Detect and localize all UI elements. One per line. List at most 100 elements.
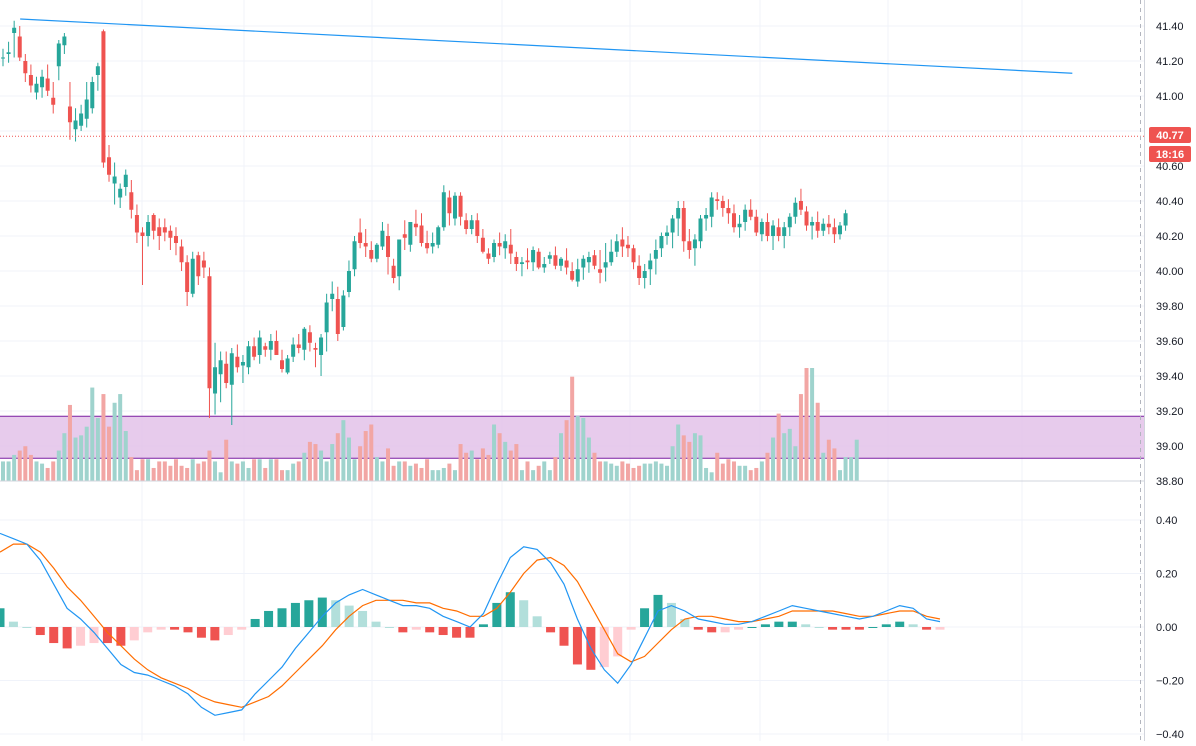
macd-histogram-bar — [895, 621, 905, 627]
volume-bar — [676, 424, 681, 481]
macd-histogram-bar — [452, 627, 462, 638]
volume-bar — [51, 461, 56, 481]
volume-bar — [90, 387, 95, 481]
candle-body — [296, 344, 301, 348]
candle-body — [436, 227, 441, 245]
candle-body — [430, 243, 435, 247]
volume-bar — [854, 439, 859, 481]
candle-body — [754, 216, 759, 233]
macd-histogram-bar — [505, 592, 515, 627]
candle-body — [252, 346, 257, 357]
candle-body — [776, 227, 781, 236]
volume-bar — [514, 444, 519, 481]
volume-bar — [134, 470, 139, 481]
volume-bar — [358, 446, 363, 481]
candle-body — [458, 195, 463, 217]
volume-bar — [291, 463, 296, 481]
volume-bar — [759, 461, 764, 481]
macd-histogram-bar — [881, 624, 891, 627]
macd-line — [0, 532, 941, 716]
candle-body — [190, 258, 195, 294]
last-price-badge — [1149, 127, 1191, 143]
candle-body — [302, 328, 307, 350]
macd-axis-labels[interactable]: 0.40 0.20 0.00 −0.20 −0.40 — [1156, 515, 1184, 741]
volume-bar — [581, 417, 586, 481]
candle-body — [140, 232, 145, 236]
volume-bar — [229, 461, 234, 481]
candle-body — [570, 271, 575, 280]
candle-body — [185, 262, 190, 292]
macd-histogram-bar — [317, 597, 327, 627]
volume-bar — [737, 465, 742, 481]
trendline[interactable] — [20, 18, 1073, 74]
macd-histogram-bar — [411, 627, 421, 630]
macd-histogram-bar — [398, 627, 408, 633]
volume-bar — [447, 463, 452, 481]
volume-bar — [782, 433, 787, 481]
candle-body — [826, 223, 831, 228]
candle-body — [257, 337, 262, 355]
volume-bar — [486, 454, 491, 481]
volume-bar — [101, 394, 106, 481]
volume-bar — [771, 437, 776, 481]
volume-bar — [620, 461, 625, 481]
volume-bar — [146, 459, 151, 481]
volume-bar — [609, 463, 614, 481]
trendline-segment — [20, 18, 1073, 74]
volume-bar — [268, 459, 273, 481]
candle-body — [787, 216, 792, 228]
volume-bar — [341, 420, 346, 481]
candle-body — [56, 43, 61, 67]
volume-bar — [659, 463, 664, 481]
candle-body — [6, 52, 11, 54]
volume-bar — [480, 448, 485, 481]
volume-bar — [653, 461, 658, 481]
macd-histogram-bar — [384, 627, 394, 628]
macd-tick-label: 0.40 — [1156, 515, 1177, 527]
macd-histogram-bar — [358, 610, 368, 627]
volume-bar — [363, 431, 368, 481]
candle-body — [692, 239, 697, 249]
candle-body — [224, 363, 229, 383]
volume-bar — [815, 402, 820, 481]
volume-bar — [715, 452, 720, 481]
volume-bar — [687, 441, 692, 481]
macd-histogram-bar — [640, 608, 650, 627]
macd-histogram-bar — [760, 624, 770, 627]
candle-body — [419, 225, 424, 243]
candle-body — [40, 76, 45, 88]
grid-lines — [0, 0, 1144, 741]
candle-body — [514, 257, 519, 264]
price-axis-labels[interactable]: 41.4041.2041.0040.8040.6040.4040.2040.00… — [1156, 21, 1184, 488]
candle-body — [397, 239, 402, 277]
price-tick-label: 40.00 — [1156, 266, 1184, 278]
macd-histogram-bar — [129, 627, 139, 641]
price-tick-label: 41.40 — [1156, 21, 1184, 33]
candle-body — [681, 208, 686, 242]
candle-body — [335, 299, 340, 334]
candle-body — [765, 222, 770, 236]
macd-histogram-bar — [49, 627, 59, 644]
candle-body — [62, 36, 67, 46]
macd-histogram-bar — [747, 627, 757, 628]
candle-body — [441, 192, 446, 228]
volume-bar — [726, 459, 731, 481]
candle-body — [34, 83, 39, 93]
volume-bar — [681, 435, 686, 481]
candle-body — [201, 260, 206, 268]
volume-bar — [224, 439, 229, 481]
macd-histogram-bar — [170, 627, 180, 630]
volume-bar — [391, 465, 396, 481]
macd-tick-label: −0.40 — [1156, 729, 1184, 741]
macd-histogram-bar — [223, 627, 233, 636]
candle-body — [715, 199, 720, 201]
macd-histogram-bar — [572, 627, 582, 665]
volume-bar — [162, 461, 167, 481]
candle-body — [67, 106, 72, 123]
candle-body — [821, 223, 826, 231]
volume-bar — [95, 417, 100, 481]
candle-body — [670, 218, 675, 233]
volume-bar — [508, 450, 513, 481]
